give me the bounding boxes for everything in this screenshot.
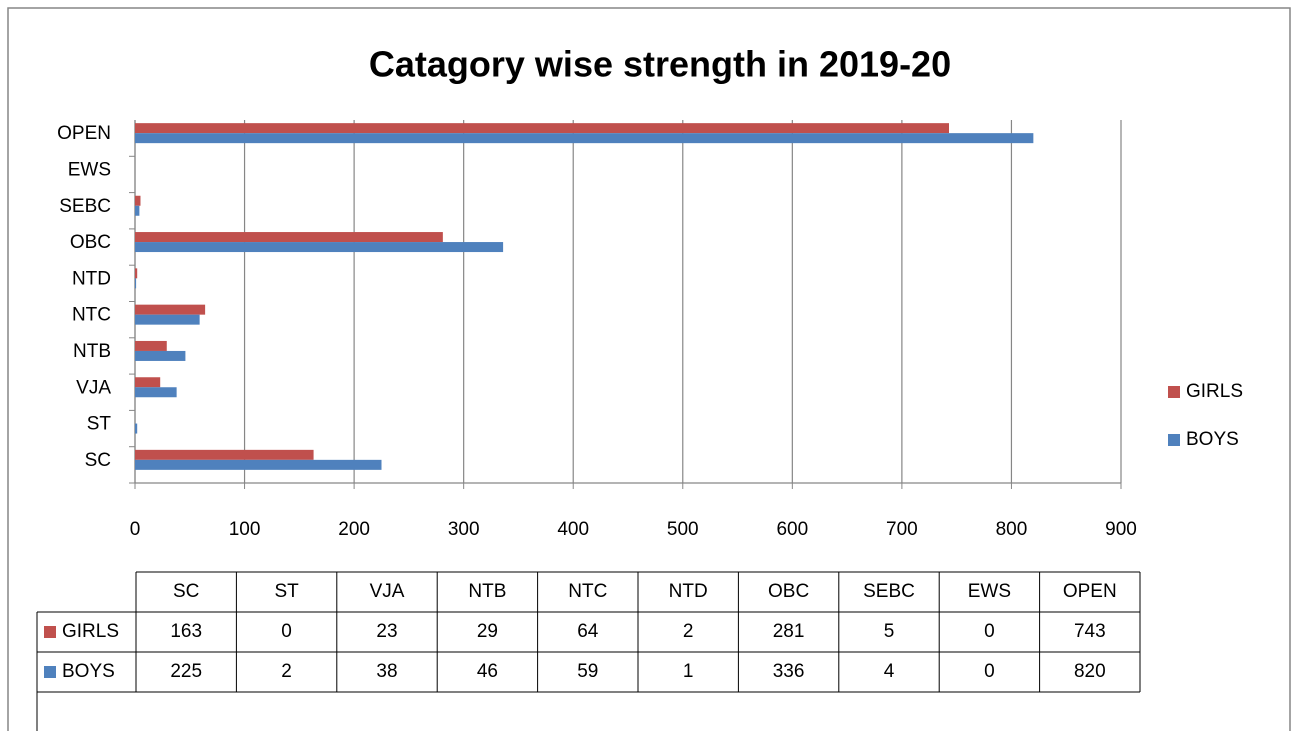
table-cell: 23 xyxy=(376,621,397,642)
x-tick-label: 800 xyxy=(996,519,1028,540)
table-cell: 2 xyxy=(683,621,694,642)
bar xyxy=(135,195,141,206)
table-header: ST xyxy=(274,581,299,602)
legend-label: GIRLS xyxy=(1186,381,1243,402)
table-swatch xyxy=(44,666,56,678)
table-cell: 4 xyxy=(884,661,895,682)
y-tick-label: NTC xyxy=(72,305,111,326)
bar xyxy=(135,205,140,216)
y-tick-label: NTB xyxy=(73,341,111,362)
table-row-label: GIRLS xyxy=(62,621,119,642)
x-tick-label: 700 xyxy=(886,519,918,540)
table-cell: 2 xyxy=(281,661,292,682)
y-tick-label: SC xyxy=(85,450,111,471)
table-header: EWS xyxy=(968,581,1011,602)
x-tick-label: 500 xyxy=(667,519,699,540)
bar xyxy=(135,387,177,398)
table-swatch xyxy=(44,626,56,638)
table-cell: 820 xyxy=(1074,661,1106,682)
table-row-label: BOYS xyxy=(62,661,115,682)
bar xyxy=(135,350,186,361)
bar xyxy=(135,340,167,351)
y-tick-label: VJA xyxy=(76,377,111,398)
table-cell: 46 xyxy=(477,661,498,682)
x-tick-label: 600 xyxy=(776,519,808,540)
table-header: NTC xyxy=(568,581,607,602)
bar xyxy=(135,304,206,315)
legend-label: BOYS xyxy=(1186,429,1239,450)
table-cell: 743 xyxy=(1074,621,1106,642)
table-header: NTD xyxy=(669,581,708,602)
y-tick-label: NTD xyxy=(72,268,111,289)
table-header: SC xyxy=(173,581,199,602)
table-cell: 38 xyxy=(376,661,397,682)
bar xyxy=(135,268,138,279)
table-cell: 0 xyxy=(984,621,995,642)
table-header: VJA xyxy=(370,581,405,602)
table-header: OBC xyxy=(768,581,809,602)
table-cell: 281 xyxy=(773,621,805,642)
table-header: OPEN xyxy=(1063,581,1117,602)
bar xyxy=(135,459,382,470)
bar xyxy=(135,232,443,243)
bar xyxy=(135,377,161,388)
y-tick-label: EWS xyxy=(68,159,111,180)
x-tick-label: 200 xyxy=(338,519,370,540)
bar xyxy=(135,423,138,434)
table-header: NTB xyxy=(468,581,506,602)
y-tick-label: OBC xyxy=(70,232,111,253)
table-cell: 5 xyxy=(884,621,895,642)
x-tick-label: 900 xyxy=(1105,519,1137,540)
bar xyxy=(135,242,504,253)
y-tick-label: OPEN xyxy=(57,123,111,144)
chart-title: Catagory wise strength in 2019-20 xyxy=(369,44,951,85)
x-tick-label: 100 xyxy=(229,519,261,540)
table-cell: 225 xyxy=(170,661,202,682)
y-tick-label: ST xyxy=(87,414,112,435)
x-tick-label: 400 xyxy=(557,519,589,540)
bar xyxy=(135,278,137,289)
table-cell: 0 xyxy=(281,621,292,642)
bar xyxy=(135,133,1034,144)
table-cell: 59 xyxy=(577,661,598,682)
table-cell: 1 xyxy=(683,661,694,682)
legend-swatch xyxy=(1168,434,1180,446)
x-tick-label: 300 xyxy=(448,519,480,540)
table-cell: 0 xyxy=(984,661,995,682)
table-cell: 29 xyxy=(477,621,498,642)
table-cell: 163 xyxy=(170,621,202,642)
bar xyxy=(135,314,200,325)
bar xyxy=(135,123,949,134)
table-header: SEBC xyxy=(863,581,915,602)
table-cell: 64 xyxy=(577,621,599,642)
x-tick-label: 0 xyxy=(130,519,141,540)
chart-frame xyxy=(7,7,1291,731)
legend-swatch xyxy=(1168,386,1180,398)
table-cell: 336 xyxy=(773,661,805,682)
bar xyxy=(135,449,314,460)
y-tick-label: SEBC xyxy=(59,196,111,217)
